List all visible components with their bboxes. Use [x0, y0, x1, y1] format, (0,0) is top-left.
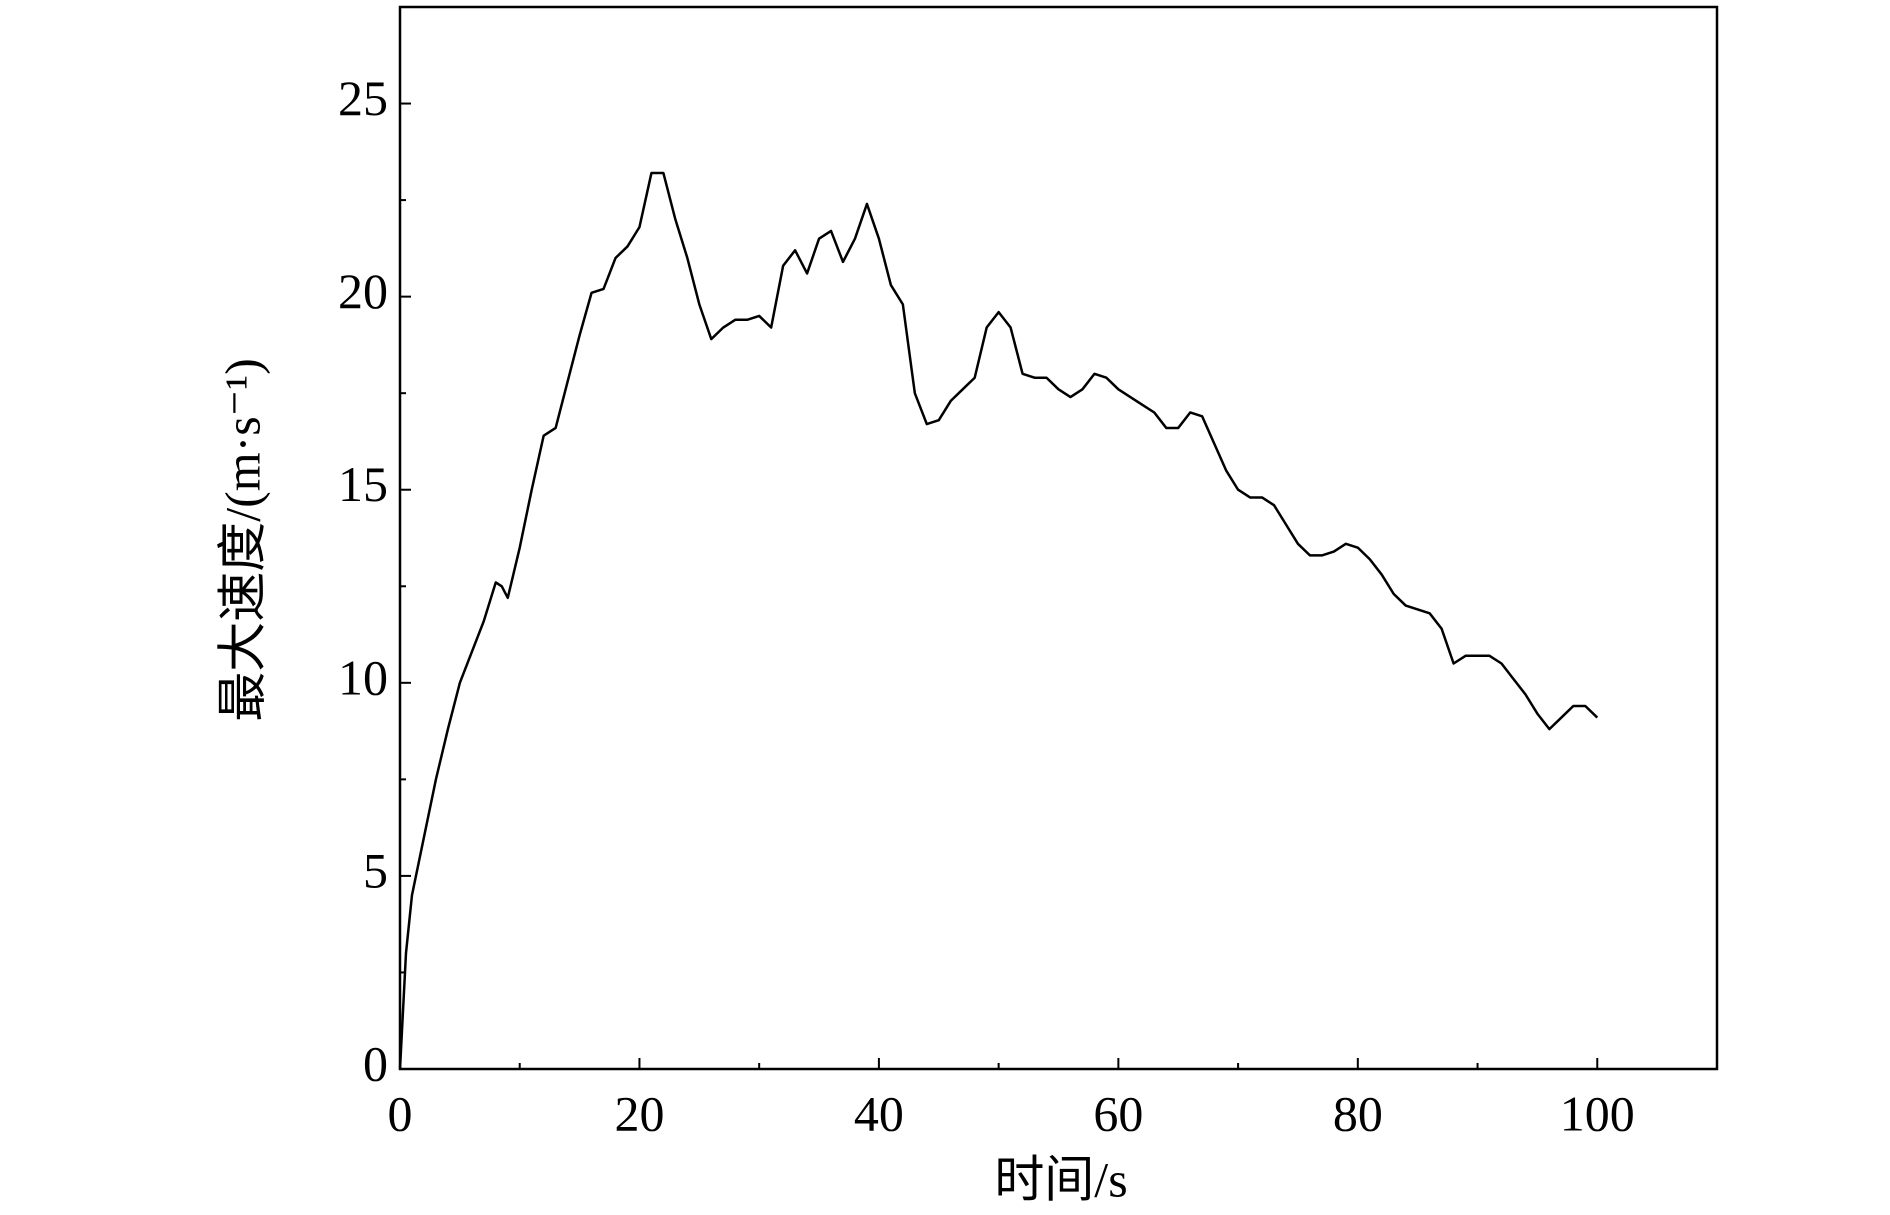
y-tick-label: 0 — [363, 1035, 388, 1091]
x-tick-label: 100 — [1560, 1085, 1635, 1141]
x-axis-label: 时间/s — [994, 1151, 1127, 1207]
x-tick-label: 40 — [854, 1085, 904, 1141]
y-tick-label: 15 — [338, 456, 388, 512]
y-tick-label: 10 — [338, 649, 388, 705]
plot-frame — [398, 5, 1719, 1071]
y-tick-label: 25 — [338, 70, 388, 126]
data-line — [398, 171, 1599, 1070]
y-axis-label: 最大速度/(m·s⁻¹) — [214, 358, 270, 722]
x-tick-label: 60 — [1093, 1085, 1143, 1141]
x-tick-label: 20 — [614, 1085, 664, 1141]
x-tick-label: 0 — [388, 1085, 413, 1141]
y-tick-label: 20 — [338, 263, 388, 319]
x-tick-label: 80 — [1333, 1085, 1383, 1141]
y-tick-label: 5 — [363, 842, 388, 898]
